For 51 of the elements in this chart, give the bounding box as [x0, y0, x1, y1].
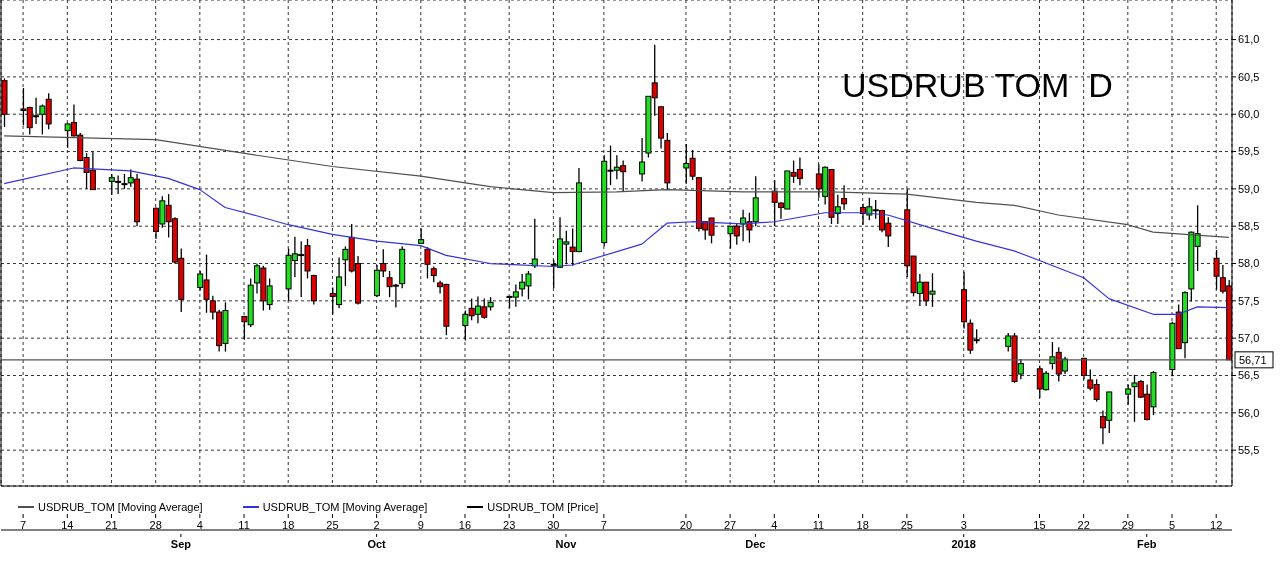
line-series [3, 167, 1230, 315]
y-tick-label: 60,0 [1238, 108, 1260, 121]
x-tick-label: 5 [1168, 519, 1176, 531]
ref-line-label: 56,71 [1239, 353, 1267, 366]
x-tick-label: 30 [547, 519, 560, 531]
x-tick-label: 7 [20, 519, 27, 531]
line-series [3, 135, 1230, 238]
x-tick-label: 15 [1033, 519, 1046, 531]
legend-label: USDRUB_TOM [Price] [487, 501, 599, 513]
y-tick-label: 58,0 [1238, 257, 1260, 270]
y-tick-label: 60,5 [1238, 70, 1260, 83]
x-tick-label: 23 [503, 519, 516, 531]
text: USDRUB TOM D [842, 66, 1113, 105]
x2-tick-label: Oct [367, 538, 387, 550]
y-tick-label: 59,5 [1238, 145, 1260, 158]
x-tick-label: 18 [282, 519, 295, 531]
y-tick-label: 56,5 [1238, 369, 1260, 382]
x-tick-label: 28 [149, 519, 162, 531]
x-tick-label: 20 [679, 519, 693, 531]
x-tick-label: 25 [326, 519, 339, 531]
x2-tick-label: Dec [745, 538, 766, 550]
y-tick-label: 58,5 [1238, 220, 1260, 233]
x-tick-label: 14 [61, 519, 74, 531]
x-tick-label: 7 [600, 519, 607, 531]
x-tick-label: 9 [417, 519, 424, 531]
x-tick-label: 25 [900, 519, 914, 531]
x-tick-label: 12 [1210, 519, 1223, 531]
x2-tick-label: 2018 [951, 538, 976, 550]
x-tick-label: 18 [856, 519, 869, 531]
x-tick-label: 21 [105, 519, 118, 531]
x-tick-label: 27 [724, 519, 737, 531]
x-tick-label: 29 [1121, 519, 1134, 531]
y-tick-label: 59,0 [1238, 182, 1260, 195]
legend-label: USDRUB_TOM [Moving Average] [38, 501, 203, 513]
x-tick-label: 16 [458, 519, 472, 531]
y-tick-label: 56,0 [1238, 406, 1260, 419]
x2-tick-label: Nov [555, 538, 578, 550]
x2-tick-label: Sep [170, 538, 192, 550]
y-tick-label: 55,5 [1238, 444, 1260, 457]
legend-label: USDRUB_TOM [Moving Average] [262, 501, 428, 513]
x-tick-label: 4 [196, 519, 203, 531]
x-tick-label: 22 [1077, 519, 1090, 531]
y-tick-label: 57,0 [1238, 332, 1260, 345]
x-tick-label: 11 [812, 519, 825, 531]
x-tick-label: 2 [373, 519, 380, 531]
x-tick-label: 4 [771, 519, 778, 531]
x-tick-label: 11 [238, 519, 250, 531]
x-tick-label: 3 [960, 519, 967, 531]
x2-tick-label: Feb [1137, 538, 1157, 550]
y-tick-label: 57,5 [1238, 294, 1260, 307]
y-tick-label: 61,0 [1238, 33, 1260, 46]
